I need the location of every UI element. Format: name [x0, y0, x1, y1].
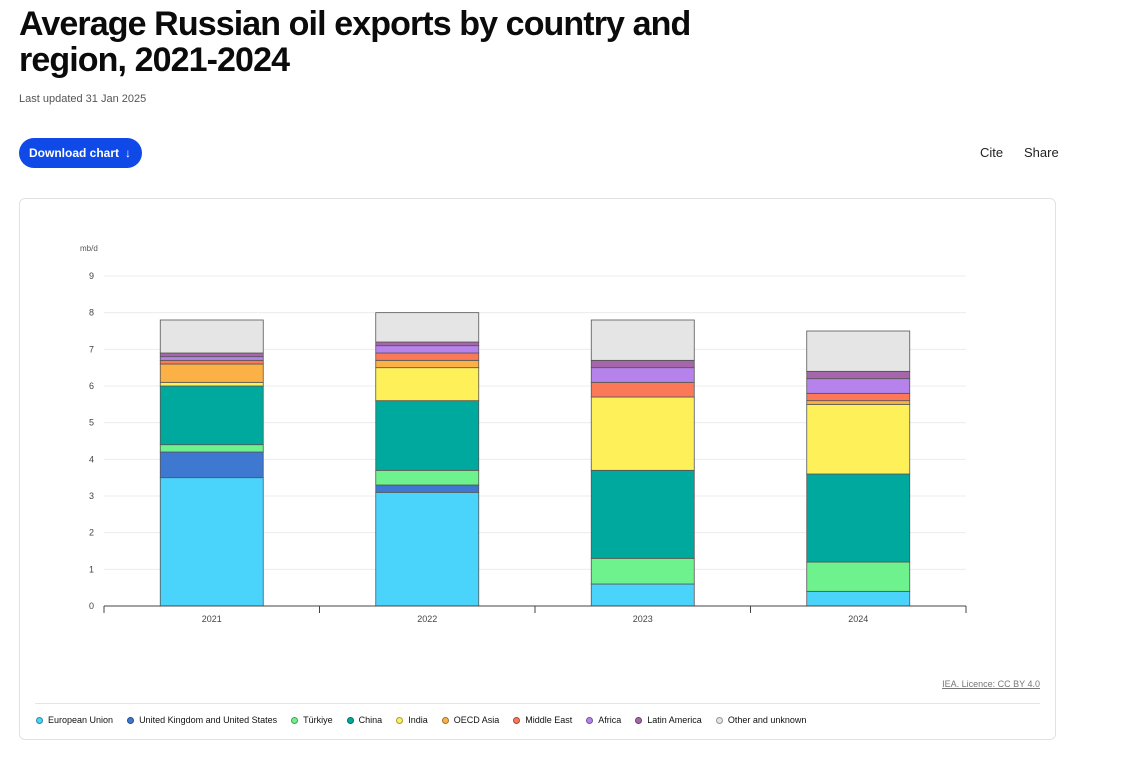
x-tick-label: 2022	[417, 614, 437, 624]
bar-segment-africa-2024	[806, 378, 911, 394]
legend-item[interactable]: OECD Asia	[441, 715, 500, 725]
bar-segment-oecd-asia-2021	[159, 363, 264, 383]
legend-label: Other and unknown	[727, 715, 807, 725]
legend-item[interactable]: China	[346, 715, 383, 725]
legend-item[interactable]: Africa	[586, 715, 621, 725]
legend-item[interactable]: Türkiye	[291, 715, 333, 725]
y-tick-label: 8	[89, 308, 94, 318]
legend-swatch-icon	[635, 716, 643, 724]
y-tick-label: 0	[89, 601, 94, 611]
legend-swatch-icon	[291, 716, 299, 724]
legend-label: Türkiye	[303, 715, 333, 725]
bar-segment-latin-america-2022	[375, 341, 480, 347]
bar-segment-africa-2021	[159, 356, 264, 361]
last-updated-text: Last updated 31 Jan 2025	[19, 93, 147, 105]
y-tick-label: 2	[89, 528, 94, 538]
bar-segment-middle-east-2021	[159, 359, 264, 365]
chart-card: mb/d 0 1 2 3 4 5 6 7 8 9 2021 2022 2023 2024 IEA. Lice…	[19, 198, 1056, 740]
bar-segment-africa-2023	[590, 367, 695, 383]
legend-label: Latin America	[647, 715, 702, 725]
legend-swatch-icon	[441, 716, 449, 724]
bar-segment-china-2024	[806, 473, 911, 563]
bar-segment-latin-america-2023	[590, 359, 695, 369]
y-tick-label: 4	[89, 454, 94, 464]
bar-segment-other-and-unknown-2021	[159, 319, 264, 354]
bar-segment-european-union-2024	[806, 590, 911, 607]
legend-item[interactable]: Other and unknown	[715, 715, 807, 725]
bar-segment-india-2024	[806, 403, 911, 475]
bar-segment-china-2023	[590, 469, 695, 559]
legend-item[interactable]: United Kingdom and United States	[127, 715, 277, 725]
bar-segment-other-and-unknown-2022	[375, 312, 480, 343]
bar-segment-middle-east-2023	[590, 381, 695, 398]
y-tick-label: 5	[89, 418, 94, 428]
chart-svg: mb/d 0 1 2 3 4 5 6 7 8 9 2021 2022 2023 2024	[80, 244, 967, 624]
legend-divider	[35, 703, 1040, 704]
legend-swatch-icon	[127, 716, 135, 724]
licence-link[interactable]: IEA. Licence: CC BY 4.0	[942, 679, 1040, 689]
legend-swatch-icon	[513, 716, 521, 724]
legend-swatch-icon	[396, 716, 404, 724]
x-tick-label: 2021	[202, 614, 222, 624]
bar-segment-africa-2022	[375, 345, 480, 354]
download-arrow-icon: ↓	[125, 146, 132, 160]
cite-link[interactable]: Cite	[980, 145, 1004, 160]
bar-segment-china-2022	[375, 400, 480, 471]
bar-segment-t-rkiye-2022	[375, 469, 480, 486]
bar-segment-t-rkiye-2021	[159, 444, 264, 453]
bar-segment-t-rkiye-2024	[806, 561, 911, 592]
legend-item[interactable]: Middle East	[513, 715, 572, 725]
download-chart-label: Download chart	[29, 146, 120, 160]
legend-item[interactable]: European Union	[36, 715, 113, 725]
legend-item[interactable]: India	[396, 715, 428, 725]
bar-segment-india-2022	[375, 367, 480, 402]
legend-item[interactable]: Latin America	[635, 715, 702, 725]
bar-segment-oecd-asia-2022	[375, 359, 480, 369]
bar-segment-united-kingdom-and-united-states-2022	[375, 484, 480, 493]
legend-label: China	[358, 715, 383, 725]
bar-segment-middle-east-2024	[806, 392, 911, 402]
bar-segment-latin-america-2021	[159, 352, 264, 358]
bar-segment-oecd-asia-2024	[806, 400, 911, 405]
legend-label: Africa	[598, 715, 622, 725]
bar-segment-india-2023	[590, 396, 695, 471]
bar-segment-other-and-unknown-2024	[806, 330, 911, 372]
x-tick-label: 2023	[633, 614, 653, 624]
y-tick-label: 9	[89, 271, 94, 281]
y-axis-unit-label: mb/d	[80, 244, 98, 253]
bar-segment-european-union-2021	[159, 477, 264, 607]
legend-swatch-icon	[715, 716, 723, 724]
legend-swatch-icon	[346, 716, 354, 724]
download-chart-button[interactable]: Download chart ↓	[19, 138, 143, 168]
legend-swatch-icon	[586, 716, 594, 724]
bar-segment-middle-east-2022	[375, 352, 480, 361]
bar-segment-latin-america-2024	[806, 370, 911, 380]
legend-label: Middle East	[525, 715, 573, 725]
share-link[interactable]: Share	[1024, 145, 1059, 160]
legend-label: OECD Asia	[453, 715, 500, 725]
bar-segment-china-2021	[159, 385, 264, 446]
y-tick-label: 3	[89, 491, 94, 501]
bar-segment-european-union-2023	[590, 583, 695, 607]
chart-title: Average Russian oil exports by country a…	[19, 5, 691, 79]
legend-swatch-icon	[36, 716, 43, 724]
legend-label: United Kingdom and United States	[139, 715, 278, 725]
bar-segment-t-rkiye-2023	[590, 557, 695, 585]
x-tick-label: 2024	[848, 614, 868, 624]
legend-label: European Union	[48, 715, 114, 725]
bar-segment-other-and-unknown-2023	[590, 319, 695, 361]
legend-label: India	[408, 715, 428, 725]
bar-segment-india-2021	[159, 381, 264, 387]
y-tick-label: 6	[89, 381, 94, 391]
chart-legend: European Union United Kingdom and United …	[36, 715, 806, 725]
y-tick-label: 7	[89, 344, 94, 354]
bar-segment-united-kingdom-and-united-states-2021	[159, 451, 264, 479]
bar-segment-european-union-2022	[375, 491, 480, 607]
y-tick-label: 1	[89, 564, 94, 574]
